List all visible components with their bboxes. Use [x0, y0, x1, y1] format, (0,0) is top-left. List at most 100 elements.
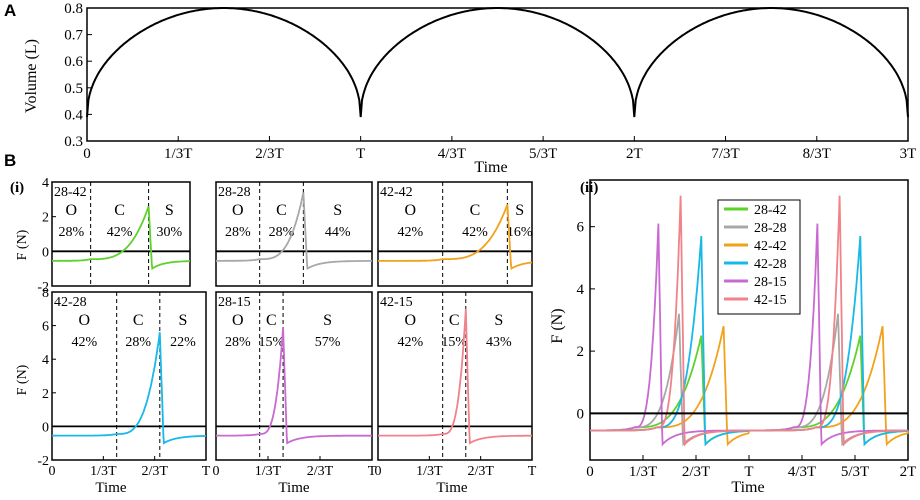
panel-b-ii-plot: 0 2 4 6 0 1/3T 2/3T T 4/3T 5/3T 2T: [577, 179, 917, 480]
subplot-phase-label: C: [449, 312, 460, 329]
subplot-force-line: [216, 192, 372, 271]
subplot-force-line: [52, 205, 190, 271]
subplot-force-line: [378, 204, 533, 270]
subplot-name: 42-28: [54, 295, 87, 310]
subplot-phase-pct: 57%: [315, 335, 341, 350]
subplot-force-line: [216, 327, 372, 445]
panel-b-ii-xlabel: Time: [731, 479, 764, 496]
subplot-xtick-label: 0: [213, 464, 220, 479]
subplot-42-42: 42-42 O 42% C 42% S 16%: [377, 181, 533, 287]
legend-label: 42-28: [754, 257, 787, 272]
subplot-phase-label: S: [323, 312, 332, 329]
panel-a-ytick-label: 0.5: [64, 81, 83, 97]
subplot-ytick-label: 0: [42, 245, 49, 260]
subplot-28-42: -2 0 2 4 28-42 O 28% C 42% S 30%: [37, 176, 191, 295]
subplot-frame: [51, 181, 191, 287]
panel-b-ii-ytick-label: 2: [577, 344, 585, 360]
subplot-phase-label: S: [165, 202, 174, 219]
subplot-ytick-label: 0: [42, 420, 49, 435]
subplot-phase-label: S: [515, 202, 524, 219]
panel-label-b: B: [4, 151, 16, 170]
subplot-frame: [377, 291, 533, 461]
subplot-phase-pct: 30%: [156, 225, 182, 240]
subplot-phase-pct: 43%: [486, 335, 512, 350]
subplot-phase-pct: 15%: [259, 335, 285, 350]
subplot-force-line: [378, 308, 532, 445]
subplot-frame: [51, 291, 207, 461]
legend-label: 28-42: [754, 203, 787, 218]
subplot-ytick-label: 4: [42, 176, 49, 191]
subplot-phase-label: C: [133, 312, 144, 329]
legend-label: 28-28: [754, 221, 787, 236]
subplot-phase-pct: 42%: [398, 335, 424, 350]
panel-b-ii-ytick-label: 6: [577, 220, 585, 236]
small-xlabel-2: Time: [278, 480, 309, 496]
subplot-phase-pct: 42%: [107, 225, 133, 240]
subplot-xtick-label: 2/3T: [467, 464, 494, 479]
subplot-xtick-label: 0: [49, 464, 56, 479]
subplot-28-28: 28-28 O 28% C 28% S 44%: [215, 181, 373, 287]
panel-a-xtick-label: 5/3T: [529, 146, 557, 162]
subplot-xtick-label: 0: [375, 464, 382, 479]
panel-b-ii-ytick-label: 0: [577, 406, 585, 422]
subplot-name: 42-42: [380, 185, 413, 200]
subplot-phase-label: O: [232, 202, 244, 219]
subplot-phase-label: S: [178, 312, 187, 329]
panel-label-i: (i): [10, 180, 24, 196]
subplot-phase-pct: 42%: [72, 335, 98, 350]
panel-a-ytick-label: 0.3: [64, 134, 83, 150]
panel-a-xtick-label: 2T: [626, 146, 643, 162]
panel-b-ii-ytick-label: 4: [577, 282, 585, 298]
subplot-frame: [215, 181, 373, 287]
legend-label: 42-15: [754, 293, 787, 308]
panel-b-ii-xtick-label: 2/3T: [682, 464, 710, 480]
panel-a-xlabel: Time: [474, 159, 507, 176]
subplot-phase-label: C: [266, 312, 277, 329]
subplot-ytick-label: 6: [42, 320, 49, 335]
panel-b-ii-xtick-label: 2T: [900, 464, 917, 480]
subplot-phase-pct: 28%: [58, 225, 84, 240]
legend-label: 28-15: [754, 275, 787, 290]
panel-b-ii-series-28-28: [590, 313, 909, 447]
panel-b-ii-ylabel: F (N): [549, 308, 566, 343]
panel-a-xtick-label: 2/3T: [255, 146, 283, 162]
subplot-xtick-label: 1/3T: [255, 464, 282, 479]
subplot-phase-label: S: [333, 202, 342, 219]
panel-b-ii-xtick-label: 0: [586, 464, 594, 480]
subplot-phase-pct: 28%: [125, 335, 151, 350]
subplot-xtick-label: T: [368, 464, 377, 479]
subplot-name: 28-28: [218, 185, 251, 200]
subplot-phase-pct: 15%: [441, 335, 467, 350]
panel-a-ytick-label: 0.6: [64, 54, 83, 70]
panel-a-plot: 0 1/3T 2/3T T 4/3T 5/3T 2T 7/3T 8/3T 3T 0.3 0.4 0.5 0…: [64, 1, 916, 162]
subplot-phase-pct: 28%: [225, 335, 251, 350]
subplot-phase-label: O: [66, 202, 78, 219]
subplot-frame: [215, 291, 373, 461]
subplot-name: 28-42: [54, 185, 87, 200]
panel-a-xtick-label: T: [356, 146, 365, 162]
subplot-phase-label: C: [470, 202, 481, 219]
subplot-phase-label: C: [114, 202, 125, 219]
small-xlabel-1: Time: [95, 480, 126, 496]
panel-label-a: A: [4, 1, 16, 20]
panel-b-ii-xtick-label: 1/3T: [629, 464, 657, 480]
subplot-xtick-label: T: [202, 464, 211, 479]
panel-b-ii-series-42-15: [590, 195, 909, 447]
subplot-name: 28-15: [218, 295, 251, 310]
small-top-ylabel: F (N): [15, 229, 30, 260]
panel-a-xtick-label: 8/3T: [803, 146, 831, 162]
panel-a-volume-line: [86, 7, 909, 118]
subplot-phase-pct: 28%: [225, 225, 251, 240]
subplot-phase-label: C: [276, 202, 287, 219]
subplot-ytick-label: 4: [42, 353, 49, 368]
panel-a-xtick-label: 3T: [900, 146, 917, 162]
subplot-42-15: 0 1/3T 2/3T T 42-15 O 42% C 15% S 43%: [375, 291, 537, 479]
subplot-phase-pct: 28%: [269, 225, 295, 240]
subplot-ytick-label: -2: [37, 280, 49, 295]
subplot-phase-pct: 44%: [325, 225, 351, 240]
small-xlabel-3: Time: [436, 480, 467, 496]
panel-a-ytick-label: 0.4: [64, 107, 83, 123]
legend-box: [717, 199, 801, 315]
